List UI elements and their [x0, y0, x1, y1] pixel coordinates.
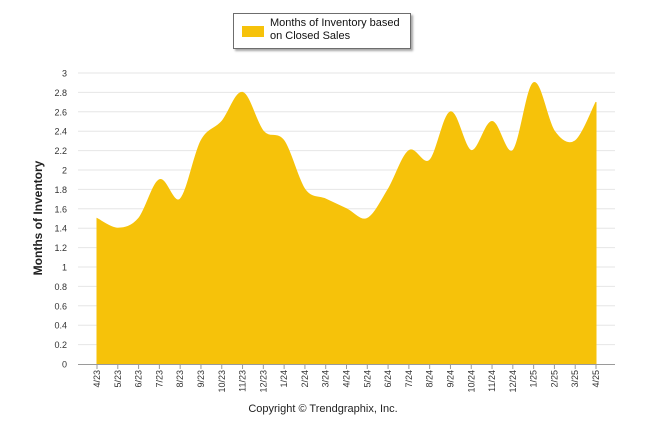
y-tick-label: 2.2 — [54, 146, 67, 156]
y-tick-label: 0.8 — [54, 282, 67, 292]
x-tick-label: 2/24 — [300, 370, 310, 388]
legend-label-line2: on Closed Sales — [270, 30, 351, 42]
x-tick-label: 6/23 — [134, 370, 144, 388]
data-point — [490, 120, 494, 124]
y-tick-label: 0.4 — [54, 321, 67, 331]
data-point — [448, 110, 452, 114]
y-tick-label: 2.8 — [54, 88, 67, 98]
data-point — [386, 187, 390, 191]
x-tick-label: 10/24 — [466, 370, 476, 393]
x-tick-label: 4/25 — [591, 370, 601, 388]
x-tick-label: 8/24 — [425, 370, 435, 388]
x-tick-label: 11/24 — [487, 370, 497, 392]
y-tick-label: 2.4 — [54, 127, 67, 137]
copyright-text: Copyright © Trendgraphix, Inc. — [248, 403, 398, 415]
data-point — [324, 197, 328, 201]
y-tick-label: 1.8 — [54, 185, 67, 195]
x-tick-label: 5/23 — [113, 370, 123, 388]
y-tick-label: 0.6 — [54, 301, 67, 311]
y-tick-label: 2 — [62, 166, 67, 176]
data-point — [261, 129, 265, 133]
x-tick-label: 10/23 — [217, 370, 227, 393]
y-axis-title: Months of Inventory — [31, 160, 45, 276]
x-tick-label: 1/24 — [279, 370, 289, 388]
data-point — [220, 120, 224, 124]
y-tick-label: 1 — [62, 263, 67, 273]
x-tick-label: 1/25 — [529, 370, 539, 388]
inventory-area — [96, 82, 597, 365]
x-tick-label: 7/23 — [154, 370, 164, 388]
y-tick-label: 1.2 — [54, 243, 67, 253]
data-point — [199, 139, 203, 143]
chart-legend: Months of Inventory based on Closed Sale… — [233, 13, 411, 49]
x-tick-label: 9/24 — [445, 370, 455, 388]
data-point — [469, 149, 473, 153]
y-tick-label: 2.6 — [54, 107, 67, 117]
x-tick-label: 12/23 — [258, 370, 268, 393]
y-tick-label: 3 — [62, 69, 67, 79]
x-tick-label: 4/24 — [342, 370, 352, 388]
y-tick-label: 1.6 — [54, 204, 67, 214]
x-tick-label: 3/25 — [570, 370, 580, 388]
data-point — [532, 81, 536, 85]
legend-swatch — [242, 26, 264, 37]
data-point — [157, 178, 161, 182]
data-point — [282, 139, 286, 143]
y-tick-label: 0 — [62, 360, 67, 370]
x-tick-label: 12/24 — [508, 370, 518, 393]
data-point — [241, 90, 245, 94]
legend-label-line1: Months of Inventory based — [270, 17, 400, 29]
data-point — [303, 187, 307, 191]
data-point — [178, 197, 182, 201]
x-tick-label: 8/23 — [175, 370, 185, 388]
data-point — [365, 217, 369, 221]
x-tick-label: 9/23 — [196, 370, 206, 388]
x-tick-label: 7/24 — [404, 370, 414, 388]
x-tick-label: 6/24 — [383, 370, 393, 388]
data-point — [345, 207, 349, 211]
legend-label: Months of Inventory based on Closed Sale… — [270, 17, 408, 43]
data-point — [428, 158, 432, 162]
data-point — [407, 149, 411, 153]
x-tick-label: 5/24 — [362, 370, 372, 388]
data-point — [95, 217, 99, 221]
x-tick-label: 4/23 — [92, 370, 102, 388]
data-point — [552, 129, 556, 133]
data-point — [137, 217, 141, 221]
x-tick-label: 3/24 — [321, 370, 331, 388]
data-point — [573, 139, 577, 143]
y-tick-label: 0.2 — [54, 340, 67, 350]
y-tick-label: 1.4 — [54, 224, 67, 234]
data-point — [116, 226, 120, 230]
x-tick-label: 2/25 — [549, 370, 559, 388]
data-point — [594, 100, 598, 104]
data-point — [511, 149, 515, 153]
x-tick-label: 11/23 — [238, 370, 248, 392]
